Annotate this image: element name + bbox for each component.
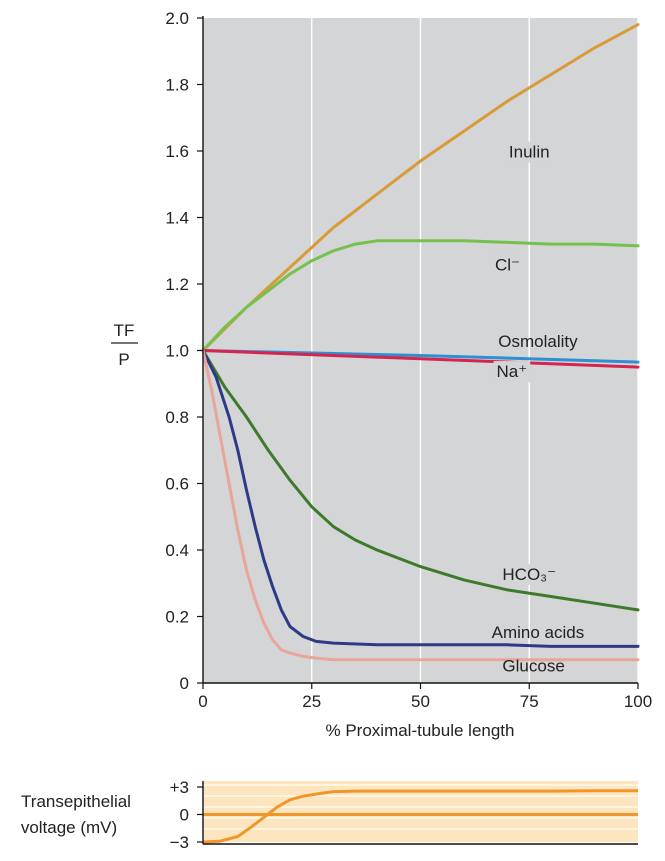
voltage-axis-title-line2: voltage (mV) [21, 818, 117, 837]
series-label-na: Na⁺ [496, 362, 527, 381]
tf-p-chart: 0 0.2 0.4 0.6 0.8 1.0 1.2 1.4 1.6 1.8 2.0 0 25 50 75 10… [111, 9, 652, 740]
series-label-cl: Cl⁻ [495, 256, 520, 275]
y-tick-label: 1.6 [165, 142, 189, 161]
label-backdrop [491, 254, 524, 276]
x-tick-label: 75 [520, 692, 539, 711]
y-tick-label: 0.2 [165, 608, 189, 627]
series-label-osmolality: Osmolality [498, 332, 578, 351]
y-tick-label: 0.8 [165, 408, 189, 427]
y-tick-label: 1.4 [165, 209, 189, 228]
series-label-amino-acids: Amino acids [492, 623, 585, 642]
series-label-hco3: HCO₃⁻ [502, 565, 556, 584]
label-backdrop [499, 563, 560, 585]
y-tick-label: 0.6 [165, 475, 189, 494]
y-tick-label: 1.8 [165, 76, 189, 95]
voltage-tick-label: 0 [180, 806, 189, 825]
y-tick-label: 1.2 [165, 275, 189, 294]
y-tick-label: 1.0 [165, 342, 189, 361]
series-line-hco3 [201, 349, 640, 612]
x-axis-title: % Proximal-tubule length [326, 721, 515, 740]
y-tick-label: 0 [180, 674, 189, 693]
series-lines [201, 23, 640, 662]
voltage-curve [202, 789, 638, 844]
series-line-inulin [201, 23, 640, 352]
y-axis-title-numerator: TF [114, 321, 135, 340]
label-backdrop [493, 361, 531, 383]
series-labels: Inulin Cl⁻ Osmolality Na⁺ HCO₃⁻ Amino acids Gl… [491, 141, 585, 675]
transepithelial-voltage-chart: +3 0 −3 Transepithelial voltage (mV) [21, 778, 638, 852]
x-tick-label: 25 [302, 692, 321, 711]
series-line-amino-acids [201, 349, 640, 648]
tick-labels: 0 0.2 0.4 0.6 0.8 1.0 1.2 1.4 1.6 1.8 2.0 0 25 50 75 10… [165, 9, 652, 711]
voltage-tick-label: +3 [170, 778, 189, 797]
series-line-cl [201, 239, 640, 352]
series-line-na [201, 349, 640, 369]
series-line-glucose [201, 349, 640, 662]
y-tick-label: 0.4 [165, 541, 189, 560]
series-label-inulin: Inulin [509, 143, 550, 162]
x-tick-label: 100 [624, 692, 652, 711]
voltage-tick-label: −3 [170, 833, 189, 852]
y-axis-title-denominator: P [118, 350, 129, 369]
label-backdrop [505, 141, 553, 163]
series-label-glucose: Glucose [502, 656, 564, 675]
y-axis-title: TF P [111, 321, 138, 369]
y-tick-label: 2.0 [165, 9, 189, 28]
voltage-axis-title-line1: Transepithelial [21, 792, 131, 811]
x-tick-label: 0 [198, 692, 207, 711]
voltage-tick-labels: +3 0 −3 [170, 778, 203, 852]
voltage-axes [202, 781, 638, 845]
x-tick-label: 50 [411, 692, 430, 711]
voltage-lines [202, 789, 638, 844]
